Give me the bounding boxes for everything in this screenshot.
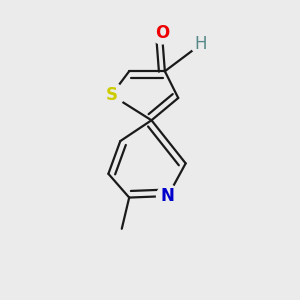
Text: H: H: [194, 35, 207, 53]
Text: N: N: [161, 187, 175, 205]
Text: S: S: [105, 86, 117, 104]
Circle shape: [99, 82, 124, 107]
Circle shape: [151, 21, 173, 44]
Circle shape: [191, 35, 210, 54]
Circle shape: [157, 185, 179, 207]
Text: O: O: [155, 24, 169, 42]
